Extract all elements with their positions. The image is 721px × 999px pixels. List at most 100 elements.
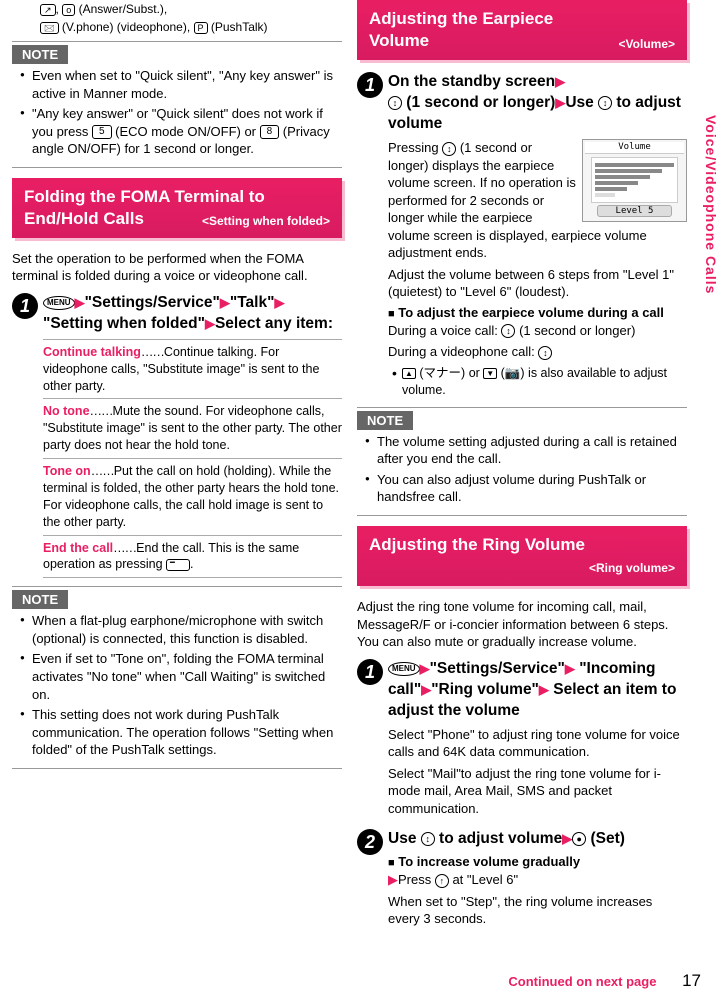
updown-icon: ↕ bbox=[538, 346, 552, 360]
option-title: Tone on bbox=[43, 464, 91, 478]
step-1: 1 MENU▶"Settings/Service"▶"Talk"▶ "Setti… bbox=[12, 293, 342, 578]
vol-bar bbox=[595, 181, 638, 185]
camera-icon: 📷 bbox=[505, 366, 521, 380]
option-title: No tone bbox=[43, 404, 90, 418]
triangle-icon: ▶ bbox=[75, 295, 85, 310]
side-key-icon: ▲ bbox=[402, 368, 416, 379]
menu-icon: MENU bbox=[43, 296, 75, 310]
up-icon: ↑ bbox=[435, 874, 449, 888]
glyph-line1: (Answer/Subst.), bbox=[75, 2, 167, 16]
path-text: "Talk" bbox=[230, 294, 275, 311]
note-header-1: NOTE bbox=[12, 45, 68, 64]
vol-level-label: Level 5 bbox=[597, 205, 672, 217]
section-ring-heading: Adjusting the Ring Volume <Ring volume> bbox=[357, 526, 687, 586]
heading-line: Adjusting the Ring Volume bbox=[369, 535, 585, 554]
vol-bar bbox=[595, 175, 650, 179]
note-item: When a flat-plug earphone/microphone wit… bbox=[20, 612, 342, 647]
updown-icon: ↕ bbox=[421, 832, 435, 846]
note-block-1: NOTE Even when set to "Quick silent", "A… bbox=[12, 41, 342, 168]
sub-line-1: ▶Press ↑ at "Level 6" bbox=[388, 871, 687, 889]
desc-with-screen: Volume Level 5 Pressing ↕ (1 second or bbox=[388, 139, 687, 266]
step-number-icon: 1 bbox=[12, 293, 38, 319]
dots: …… bbox=[141, 345, 164, 359]
note-item: Even if set to "Tone on", folding the FO… bbox=[20, 650, 342, 703]
dots: …… bbox=[91, 464, 114, 478]
step-text: On the standby screen bbox=[388, 73, 555, 90]
dots: …… bbox=[90, 404, 113, 418]
note-header-3: NOTE bbox=[357, 411, 413, 430]
step-content: Use ↕ to adjust volume▶● (Set) ■ To incr… bbox=[388, 829, 687, 932]
step-content: MENU▶"Settings/Service"▶"Talk"▶ "Setting… bbox=[43, 293, 342, 578]
step-2-ring: 2 Use ↕ to adjust volume▶● (Set) ■ To in… bbox=[357, 829, 687, 932]
center-icon: ● bbox=[572, 832, 586, 846]
t: Use bbox=[388, 830, 421, 847]
page-number: 17 bbox=[682, 971, 701, 990]
heading-tag: <Setting when folded> bbox=[202, 214, 330, 230]
voice-call-line: During a voice call: ↕ (1 second or long… bbox=[388, 322, 687, 340]
triangle-icon: ▶ bbox=[205, 316, 215, 331]
path-text: Select any item: bbox=[215, 315, 333, 332]
vol-bar bbox=[595, 163, 674, 167]
path-text: "Settings/Service" bbox=[85, 294, 220, 311]
end-key-icon bbox=[166, 559, 190, 571]
ring-desc-1: Select "Phone" to adjust ring tone volum… bbox=[388, 726, 687, 761]
path-text: "Setting when folded" bbox=[43, 315, 205, 332]
step-main-text: MENU▶"Settings/Service"▶ "Incoming call"… bbox=[388, 659, 687, 722]
answer-key-icon: ↗ bbox=[40, 4, 56, 16]
step-number-icon: 1 bbox=[357, 659, 383, 685]
bullet-sub: ▲ (マナー) or ▼ (📷) is also available to ad… bbox=[388, 365, 687, 399]
top-glyphs: ↗, o (Answer/Subst.), 🖂 (V.phone) (video… bbox=[12, 0, 342, 36]
t: To increase volume gradually bbox=[398, 854, 580, 869]
t: at "Level 6" bbox=[449, 872, 518, 887]
triangle-icon: ▶ bbox=[555, 74, 565, 89]
t: During a videophone call: bbox=[388, 344, 538, 359]
side-key-icon: ▼ bbox=[483, 368, 497, 379]
step-text: (1 second or longer) bbox=[402, 94, 555, 111]
step-main-text: MENU▶"Settings/Service"▶"Talk"▶ "Setting… bbox=[43, 293, 342, 335]
option-no-tone: No tone……Mute the sound. For videophone … bbox=[43, 399, 342, 459]
triangle-icon: ▶ bbox=[420, 661, 430, 676]
t: During a voice call: bbox=[388, 323, 501, 338]
side-tab: Voice/Videophone Calls bbox=[703, 115, 719, 294]
note-item: "Any key answer" or "Quick silent" does … bbox=[20, 105, 342, 158]
step-1-earpiece: 1 On the standby screen▶ ↕ (1 second or … bbox=[357, 72, 687, 399]
section-earpiece-heading: Adjusting the Earpiece Volume <Volume> bbox=[357, 0, 687, 60]
t: Pressing bbox=[388, 140, 442, 155]
triangle-icon: ▶ bbox=[562, 831, 572, 846]
section-folding-heading: Folding the FOMA Terminal to End/Hold Ca… bbox=[12, 178, 342, 238]
note-list-3: The volume setting adjusted during a cal… bbox=[357, 433, 687, 506]
step-main-text: On the standby screen▶ ↕ (1 second or lo… bbox=[388, 72, 687, 135]
volume-screenshot: Volume Level 5 bbox=[582, 139, 687, 222]
note-list-1: Even when set to "Quick silent", "Any ke… bbox=[12, 67, 342, 158]
t: Press bbox=[398, 872, 435, 887]
video-call-line: During a videophone call: ↕ bbox=[388, 343, 687, 361]
option-continue-talking: Continue talking……Continue talking. For … bbox=[43, 339, 342, 400]
page-columns: ↗, o (Answer/Subst.), 🖂 (V.phone) (video… bbox=[0, 0, 721, 940]
updown-icon: ↕ bbox=[598, 96, 612, 110]
square-bullet: ■ bbox=[388, 308, 395, 320]
right-column: Adjusting the Earpiece Volume <Volume> 1… bbox=[357, 0, 687, 940]
key-8: 8 bbox=[260, 125, 280, 139]
ring-intro: Adjust the ring tone volume for incoming… bbox=[357, 598, 687, 651]
key-5: 5 bbox=[92, 125, 112, 139]
option-title: Continue talking bbox=[43, 345, 141, 359]
heading-tag: <Volume> bbox=[619, 37, 675, 53]
updown-icon: ↕ bbox=[442, 142, 456, 156]
triangle-icon: ▶ bbox=[388, 872, 398, 887]
vol-bar bbox=[595, 169, 662, 173]
vol-bar bbox=[595, 187, 627, 191]
option-title: End the call bbox=[43, 541, 113, 555]
note-item: You can also adjust volume during PushTa… bbox=[365, 471, 687, 506]
triangle-icon: ▶ bbox=[421, 682, 431, 697]
square-bullet: ■ bbox=[388, 857, 395, 869]
note-item: Even when set to "Quick silent", "Any ke… bbox=[20, 67, 342, 102]
t: to adjust volume bbox=[435, 830, 562, 847]
step-number-icon: 2 bbox=[357, 829, 383, 855]
dots: …… bbox=[113, 541, 136, 555]
page-footer: Continued on next page 17 bbox=[508, 971, 701, 991]
pushtalk-key-icon: P bbox=[194, 22, 208, 34]
triangle-icon: ▶ bbox=[274, 295, 284, 310]
note-block-2: NOTE When a flat-plug earphone/microphon… bbox=[12, 586, 342, 768]
step-content: On the standby screen▶ ↕ (1 second or lo… bbox=[388, 72, 687, 399]
sub-heading-2: ■ To increase volume gradually bbox=[388, 854, 687, 869]
